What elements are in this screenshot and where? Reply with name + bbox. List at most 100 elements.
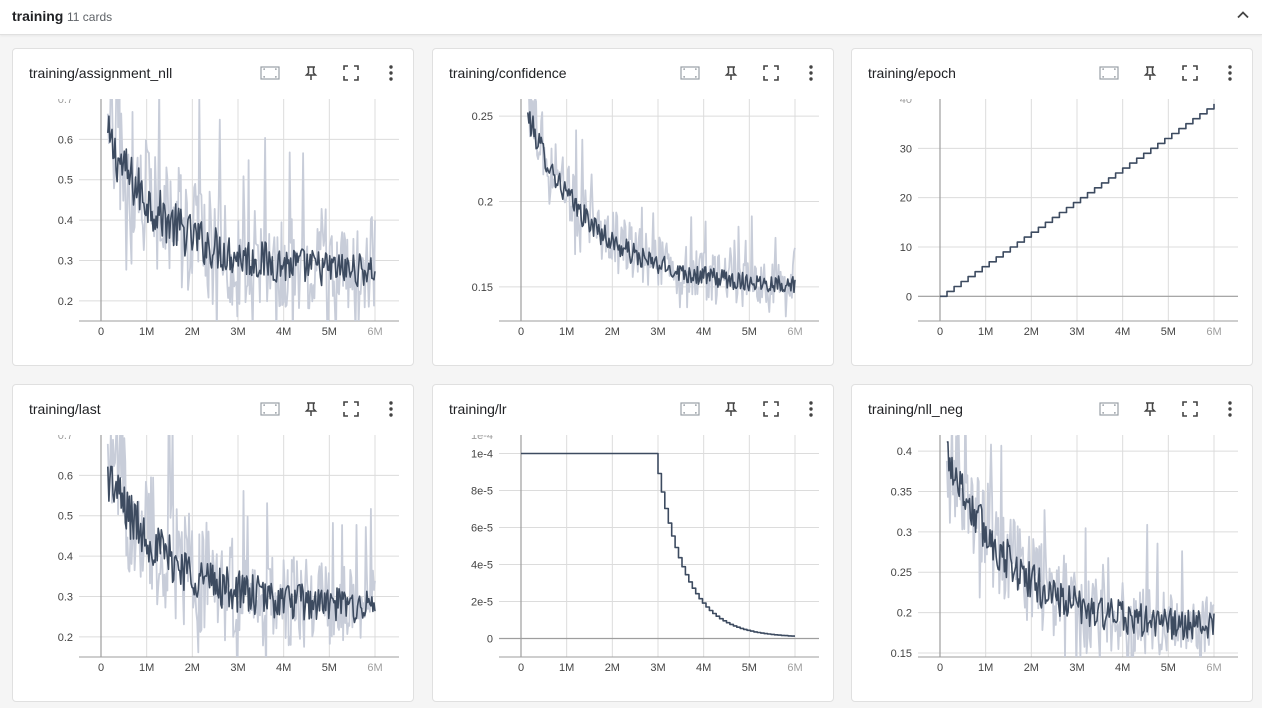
toggle-data-selection-icon[interactable] (1098, 62, 1120, 84)
y-tick-label: 0.2 (58, 296, 73, 308)
y-tick-label-cut: 0.7 (58, 99, 73, 106)
scalar-card: training/confidence 0 1M 2M 3M 4M 5M 6M 0.15 0.2 0… (432, 48, 834, 366)
more-vert-icon[interactable] (380, 398, 402, 420)
card-title: training/lr (449, 401, 507, 417)
x-tick-label: 5M (742, 662, 757, 674)
x-tick-label: 5M (322, 326, 337, 338)
x-tick-label: 5M (322, 662, 337, 674)
raw-series-line (528, 99, 796, 318)
y-tick-label: 0.3 (58, 591, 73, 603)
pin-icon[interactable] (300, 62, 322, 84)
x-tick-label: 3M (230, 326, 245, 338)
y-tick-label: 30 (900, 143, 912, 155)
more-vert-icon[interactable] (800, 62, 822, 84)
scalar-card: training/lr 0 1M 2M 3M 4M 5M 6M 0 2e-5 4e-5 6e-5 8e-… (432, 384, 834, 702)
x-tick-label: 5M (1161, 326, 1176, 338)
group-title: training (12, 8, 64, 24)
x-tick-label: 1M (978, 662, 993, 674)
y-tick-label: 0 (487, 634, 493, 646)
fullscreen-icon[interactable] (1179, 398, 1201, 420)
x-tick-label: 0 (518, 662, 524, 674)
x-tick-label: 4M (276, 662, 291, 674)
scalar-chart[interactable]: 0 1M 2M 3M 4M 5M 6M 0 10 20 30 40 (852, 99, 1252, 339)
x-tick-label: 3M (650, 662, 665, 674)
scalar-chart[interactable]: 0 1M 2M 3M 4M 5M 6M 0.2 0.3 0.4 0.5 0.6 0.7 (13, 99, 413, 339)
raw-series-line (945, 435, 1215, 657)
x-tick-label: 6M (367, 662, 382, 674)
chevron-up-icon[interactable] (1233, 5, 1253, 25)
x-tick-label: 1M (978, 326, 993, 338)
toggle-data-selection-icon[interactable] (259, 62, 281, 84)
x-tick-label: 6M (367, 326, 382, 338)
scalar-chart[interactable]: 0 1M 2M 3M 4M 5M 6M 0.15 0.2 0.25 (433, 99, 833, 339)
card-title: training/confidence (449, 65, 567, 81)
toggle-data-selection-icon[interactable] (679, 62, 701, 84)
scalar-chart[interactable]: 0 1M 2M 3M 4M 5M 6M 0.15 0.2 0.25 0.3 0.35 0.4 (852, 435, 1252, 675)
y-tick-label: 0.6 (58, 134, 73, 146)
more-vert-icon[interactable] (1219, 62, 1241, 84)
x-tick-label: 2M (1024, 662, 1039, 674)
x-tick-label: 3M (1069, 662, 1084, 674)
y-tick-label: 1e-4 (471, 449, 493, 461)
x-tick-label: 6M (787, 326, 802, 338)
fullscreen-icon[interactable] (340, 62, 362, 84)
y-tick-label: 0.25 (472, 111, 493, 123)
x-tick-label: 2M (605, 662, 620, 674)
pin-icon[interactable] (300, 398, 322, 420)
x-tick-label: 2M (605, 326, 620, 338)
card-title: training/assignment_nll (29, 65, 173, 81)
more-vert-icon[interactable] (380, 62, 402, 84)
smoothed-series-line (107, 465, 376, 624)
y-tick-label: 0.25 (891, 567, 912, 579)
y-tick-label: 0.2 (478, 196, 493, 208)
x-tick-label: 1M (559, 662, 574, 674)
y-tick-label-cut: 0.7 (58, 435, 73, 442)
fullscreen-icon[interactable] (340, 398, 362, 420)
y-tick-label: 20 (900, 193, 912, 205)
x-tick-label: 3M (650, 326, 665, 338)
scalar-chart[interactable]: 0 1M 2M 3M 4M 5M 6M 0.2 0.3 0.4 0.5 0.6 0.7 (13, 435, 413, 675)
x-tick-label: 2M (1024, 326, 1039, 338)
y-tick-label-cut: 1e-4 (471, 435, 493, 442)
y-tick-label: 0.35 (891, 487, 912, 499)
group-card-count: 11 cards (67, 10, 113, 24)
x-tick-label: 6M (1206, 662, 1221, 674)
fullscreen-icon[interactable] (760, 62, 782, 84)
group-header[interactable]: training 11 cards (0, 0, 1262, 35)
y-tick-label: 0.4 (58, 215, 73, 227)
pin-icon[interactable] (720, 398, 742, 420)
pin-icon[interactable] (1139, 62, 1161, 84)
y-tick-label: 0.2 (58, 632, 73, 644)
x-tick-label: 0 (937, 326, 943, 338)
x-tick-label: 0 (98, 326, 104, 338)
y-tick-label: 0 (906, 291, 912, 303)
x-tick-label: 5M (742, 326, 757, 338)
x-tick-label: 4M (696, 326, 711, 338)
fullscreen-icon[interactable] (1179, 62, 1201, 84)
x-tick-label: 3M (230, 662, 245, 674)
y-tick-label: 0.5 (58, 511, 73, 523)
toggle-data-selection-icon[interactable] (1098, 398, 1120, 420)
scalar-card: training/assignment_nll 0 1M 2M 3M 4M 5M 6M 0.2 0… (12, 48, 414, 366)
scalar-card: training/last 0 1M 2M 3M 4M 5M 6M 0.2 0.3 0.4 0.5 0.… (12, 384, 414, 702)
epoch-series-line (940, 103, 1215, 298)
toggle-data-selection-icon[interactable] (679, 398, 701, 420)
pin-icon[interactable] (720, 62, 742, 84)
fullscreen-icon[interactable] (760, 398, 782, 420)
more-vert-icon[interactable] (800, 398, 822, 420)
card-title: training/nll_neg (868, 401, 963, 417)
x-tick-label: 0 (937, 662, 943, 674)
y-tick-label: 0.3 (58, 255, 73, 267)
x-tick-label: 0 (518, 326, 524, 338)
card-title: training/last (29, 401, 101, 417)
y-tick-label: 6e-5 (471, 523, 493, 535)
x-tick-label: 4M (1115, 326, 1130, 338)
y-tick-label: 0.15 (891, 648, 912, 660)
x-tick-label: 4M (1115, 662, 1130, 674)
scalar-chart[interactable]: 0 1M 2M 3M 4M 5M 6M 0 2e-5 4e-5 6e-5 8e-5 1e-4 1e-4 (433, 435, 833, 675)
pin-icon[interactable] (1139, 398, 1161, 420)
toggle-data-selection-icon[interactable] (259, 398, 281, 420)
x-tick-label: 6M (1206, 326, 1221, 338)
more-vert-icon[interactable] (1219, 398, 1241, 420)
y-tick-label: 0.15 (472, 282, 493, 294)
